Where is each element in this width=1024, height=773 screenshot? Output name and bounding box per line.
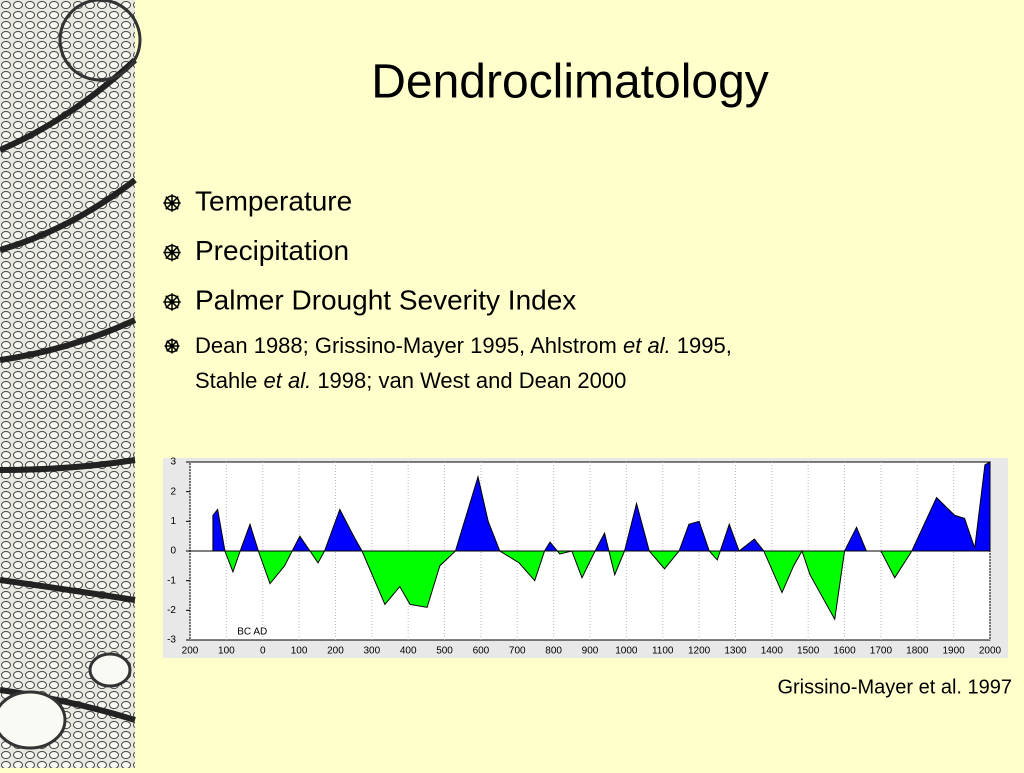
bullet-icon <box>163 194 181 212</box>
y-tick-label: 2 <box>170 486 176 497</box>
y-tick-label: 3 <box>170 457 176 468</box>
x-tick-label: 1600 <box>833 646 856 657</box>
x-tick-label: 700 <box>509 646 526 657</box>
reference-line: Dean 1988; Grissino-Mayer 1995, Ahlstrom… <box>195 333 732 358</box>
reference-segment: et al. <box>623 333 671 358</box>
y-tick-label: -2 <box>167 605 176 616</box>
bullet-text: Temperature <box>195 185 352 216</box>
chart: 200 100 0 100 200 300 400 500 600 700 800 900 1000 11… <box>163 457 1008 658</box>
x-tick-label: 400 <box>400 646 417 657</box>
x-tick-label: 1500 <box>797 646 820 657</box>
wood-section-image <box>0 0 142 768</box>
y-tick-label: 0 <box>170 546 176 557</box>
slide-title: Dendroclimatology <box>371 56 769 109</box>
bullet-icon <box>163 243 181 262</box>
x-tick-label: 1200 <box>688 646 711 657</box>
x-tick-label: 1300 <box>724 646 747 657</box>
x-tick-label: 100 <box>291 646 308 657</box>
x-tick-label: 1900 <box>943 646 966 657</box>
caption: Grissino-Mayer et al. 1997 <box>777 676 1012 698</box>
x-tick-label: 1400 <box>761 646 784 657</box>
bullet-icon <box>164 338 180 354</box>
bullet-text: Precipitation <box>195 235 349 266</box>
x-tick-label: 800 <box>545 646 562 657</box>
reference-segment: et al. <box>264 368 312 393</box>
x-tick-label: 1800 <box>906 646 929 657</box>
annotation: BC AD <box>237 627 267 638</box>
reference-segment: Stahle <box>195 368 264 393</box>
x-tick-label: 1000 <box>615 646 638 657</box>
y-tick-label: 1 <box>170 516 176 527</box>
bullet-text: Palmer Drought Severity Index <box>195 284 576 315</box>
x-tick-label: 500 <box>436 646 453 657</box>
anomaly-area <box>212 461 991 621</box>
x-tick-label: 200 <box>182 646 199 657</box>
x-tick-label: 2000 <box>979 646 1002 657</box>
x-tick-label: 0 <box>260 646 266 657</box>
x-tick-label: 600 <box>473 646 490 657</box>
x-tick-label: 900 <box>582 646 599 657</box>
reference-segment: Dean 1988; Grissino-Mayer 1995, Ahlstrom <box>195 333 623 358</box>
reference-segment: 1995, <box>671 333 732 358</box>
x-tick-label: 300 <box>363 646 380 657</box>
reference-segment: 1998; van West and Dean 2000 <box>311 368 626 393</box>
reference-line: Stahle et al. 1998; van West and Dean 20… <box>195 368 626 393</box>
x-tick-label: 100 <box>218 646 235 657</box>
y-tick-label: -3 <box>167 635 176 646</box>
y-tick-label: -1 <box>167 575 176 586</box>
x-tick-label: 1700 <box>870 646 893 657</box>
bullet-icon <box>163 293 181 311</box>
x-tick-label: 200 <box>327 646 344 657</box>
bullet-list: Temperature Precipitation Palmer Drought S… <box>163 185 732 393</box>
x-tick-label: 1100 <box>652 646 674 657</box>
